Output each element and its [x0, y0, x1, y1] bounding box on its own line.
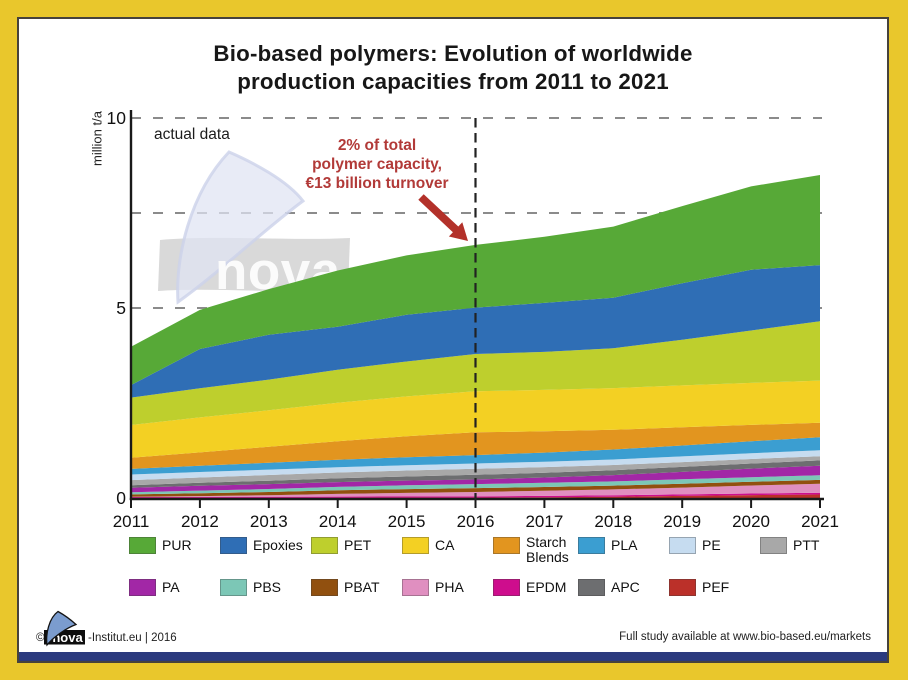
chart-title-line2: production capacities from 2011 to 2021: [237, 69, 669, 94]
legend-swatch-starch-blends: [493, 537, 520, 554]
watermark-sail-icon: [176, 150, 306, 305]
actual-data-label: actual data: [154, 126, 230, 143]
legend-swatch-pha: [402, 578, 429, 596]
legend-swatch-pa: [129, 578, 156, 596]
area-pha: [131, 483, 820, 497]
nova-institut-logo: nova: [44, 610, 85, 647]
legend-label-starch-blends: Starch Blends: [526, 534, 569, 565]
chart-title-line1: Bio-based polymers: Evolution of worldwi…: [213, 41, 693, 66]
area-pa: [131, 465, 820, 493]
area-pur: [131, 175, 820, 386]
legend-swatch-pet: [311, 537, 338, 554]
x-tick-label-2019: 2019: [663, 512, 702, 531]
area-starch-blends: [131, 422, 820, 469]
x-tick-label-2016: 2016: [456, 512, 495, 531]
legend-label-ptt: PTT: [793, 537, 820, 553]
callout-line3: €13 billion turnover: [305, 175, 449, 192]
x-tick-label-2021: 2021: [801, 512, 839, 531]
y-tick-label-0: 0: [116, 488, 126, 508]
legend-swatch-pla: [578, 537, 605, 554]
legend-swatch-pbs: [220, 578, 247, 596]
bottom-accent-bar: [19, 652, 887, 661]
legend-swatch-apc: [578, 578, 605, 596]
legend-label-pha: PHA: [435, 578, 464, 595]
footer-left-text: -Institut.eu | 2016: [88, 632, 177, 644]
legend-label-pla: PLA: [611, 537, 638, 553]
legend-label-pbs: PBS: [253, 578, 282, 595]
callout-line2: polymer capacity,: [312, 156, 442, 173]
chart-title: Bio-based polymers: Evolution of worldwi…: [17, 40, 889, 96]
legend-swatch-epoxies: [220, 537, 247, 554]
legend-label-epoxies: Epoxies: [253, 537, 303, 553]
legend-label-pef: PEF: [702, 578, 730, 595]
area-pef: [131, 494, 820, 498]
y-tick-label-10: 10: [106, 108, 126, 128]
legend-swatch-epdm: [493, 578, 520, 596]
x-tick-label-2020: 2020: [732, 512, 770, 531]
legend-label-pur: PUR: [162, 537, 192, 553]
x-tick-label-2012: 2012: [180, 512, 219, 531]
callout-line1: 2% of total: [337, 137, 417, 154]
callout-arrow-icon: [418, 194, 468, 241]
legend-label-pet: PET: [344, 537, 372, 553]
area-pbat: [131, 479, 820, 497]
x-tick-label-2011: 2011: [112, 512, 150, 531]
legend-swatch-pbat: [311, 578, 338, 596]
legend-swatch-pur: [129, 537, 156, 554]
x-tick-label-2014: 2014: [318, 512, 357, 531]
legend-swatch-ca: [402, 537, 429, 554]
legend-swatch-pef: [669, 578, 696, 596]
area-apc: [131, 460, 820, 488]
legend-label-ca: CA: [435, 537, 455, 553]
copyright-symbol: ©: [36, 632, 45, 644]
x-tick-label-2013: 2013: [249, 512, 288, 531]
legend-label-pe: PE: [702, 537, 721, 553]
legend-swatch-ptt: [760, 537, 787, 554]
legend-label-epdm: EPDM: [526, 578, 567, 595]
legend-label-pa: PA: [162, 578, 180, 595]
x-tick-label-2018: 2018: [594, 512, 633, 531]
legend-label-apc: APC: [611, 578, 640, 595]
footer-study-link-text: Full study available at www.bio-based.eu…: [619, 631, 871, 643]
legend-label-pbat: PBAT: [344, 578, 380, 595]
legend-swatch-pe: [669, 537, 696, 554]
x-tick-label-2017: 2017: [525, 512, 564, 531]
callout-annotation: 2% of total polymer capacity, €13 billio…: [277, 136, 477, 193]
x-tick-label-2015: 2015: [387, 512, 426, 531]
logo-sail-icon: [46, 610, 78, 647]
y-tick-label-5: 5: [116, 298, 126, 318]
